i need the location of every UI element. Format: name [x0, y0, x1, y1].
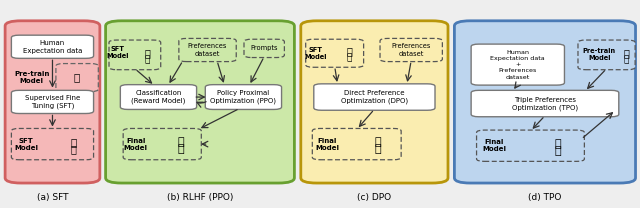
Text: (b) RLHF (PPO): (b) RLHF (PPO) [167, 193, 233, 202]
FancyBboxPatch shape [56, 64, 99, 92]
Text: Final
Model: Final Model [316, 138, 339, 151]
FancyBboxPatch shape [179, 38, 236, 62]
FancyBboxPatch shape [380, 38, 442, 62]
Text: 🤖: 🤖 [624, 55, 629, 64]
Text: 🎓: 🎓 [70, 137, 76, 147]
Text: SFT
Model: SFT Model [107, 46, 129, 59]
Text: Final
Model: Final Model [483, 139, 506, 152]
FancyBboxPatch shape [314, 84, 435, 110]
Text: 🤖: 🤖 [74, 73, 80, 83]
Text: Pre-train
Model: Pre-train Model [583, 48, 616, 61]
FancyBboxPatch shape [5, 21, 100, 183]
Text: 🤖: 🤖 [70, 144, 76, 154]
Text: 🤖: 🤖 [145, 55, 150, 64]
Text: Human
Expectation data
+
Preferences
dataset: Human Expectation data + Preferences dat… [490, 50, 545, 79]
FancyBboxPatch shape [471, 90, 619, 117]
Text: (c) DPO: (c) DPO [357, 193, 392, 202]
Text: Final
Model: Final Model [124, 138, 148, 151]
Text: Preferences
dataset: Preferences dataset [392, 43, 431, 57]
Text: Triple Preferences
Optimization (TPO): Triple Preferences Optimization (TPO) [512, 97, 578, 110]
FancyBboxPatch shape [471, 44, 564, 85]
Text: 🎓: 🎓 [623, 48, 629, 58]
Text: Human
Expectation data: Human Expectation data [23, 40, 82, 53]
FancyBboxPatch shape [477, 130, 584, 161]
FancyBboxPatch shape [244, 39, 284, 58]
FancyBboxPatch shape [306, 39, 364, 67]
Text: Supervised Fine
Tuning (SFT): Supervised Fine Tuning (SFT) [25, 95, 80, 109]
Text: Pre-train
Model: Pre-train Model [14, 71, 49, 84]
Text: 🤖: 🤖 [347, 53, 352, 62]
FancyBboxPatch shape [109, 40, 161, 70]
Text: 👤: 👤 [554, 146, 561, 156]
Text: 🎓: 🎓 [374, 137, 381, 147]
FancyBboxPatch shape [12, 129, 93, 160]
FancyBboxPatch shape [12, 90, 93, 114]
Text: Prompts: Prompts [250, 45, 278, 51]
FancyBboxPatch shape [106, 21, 294, 183]
Text: SFT
Model: SFT Model [304, 47, 327, 60]
Text: Direct Preference
Optimization (DPO): Direct Preference Optimization (DPO) [341, 90, 408, 104]
Text: 🎓: 🎓 [144, 48, 150, 58]
Text: 🎓: 🎓 [178, 137, 184, 147]
Text: Policy Proximal
Optimization (PPO): Policy Proximal Optimization (PPO) [211, 90, 276, 104]
Text: (d) TPO: (d) TPO [528, 193, 562, 202]
FancyBboxPatch shape [578, 40, 635, 70]
FancyBboxPatch shape [301, 21, 448, 183]
Text: 🎓: 🎓 [554, 139, 561, 149]
FancyBboxPatch shape [120, 85, 196, 109]
FancyBboxPatch shape [205, 85, 282, 109]
Text: Classification
(Reward Model): Classification (Reward Model) [131, 90, 186, 104]
Text: 👤: 👤 [178, 144, 184, 154]
Text: 🎓: 🎓 [346, 47, 352, 57]
Text: 👤: 👤 [374, 144, 381, 154]
Text: (a) SFT: (a) SFT [36, 193, 68, 202]
Text: SFT
Model: SFT Model [14, 138, 38, 151]
Text: Preferences
dataset: Preferences dataset [188, 43, 227, 57]
FancyBboxPatch shape [123, 129, 202, 160]
FancyBboxPatch shape [312, 129, 401, 160]
FancyBboxPatch shape [12, 35, 93, 58]
FancyBboxPatch shape [454, 21, 636, 183]
